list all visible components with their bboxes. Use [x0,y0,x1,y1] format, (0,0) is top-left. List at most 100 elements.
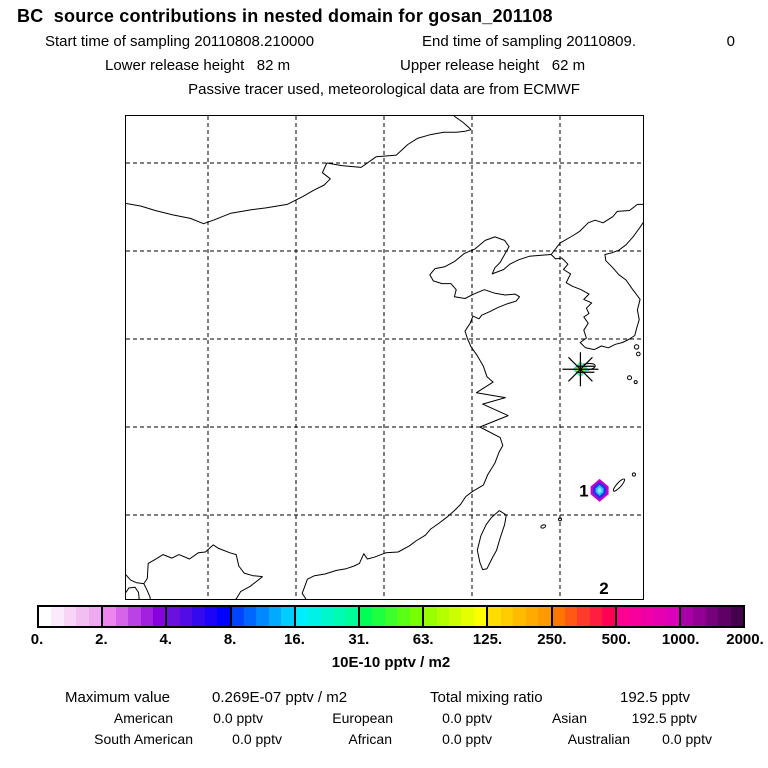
coastline [476,510,507,571]
island-outline [636,351,641,357]
colorbar-step [577,607,590,626]
colorbar-cell-9 [616,607,681,626]
colorbar-step [244,607,257,626]
stat-row2-item: 0.0 pptv [213,710,263,726]
colorbar-step [345,607,358,626]
coastline [453,116,472,130]
colorbar-step [513,607,526,626]
coastline [126,544,263,585]
colorbar-cell-7 [488,607,553,626]
coastline [550,203,643,255]
colorbar-step [538,607,551,626]
colorbar-step [372,607,385,626]
colorbar-step [333,607,346,626]
colorbar-step [152,607,166,626]
colorbar-step [76,607,89,626]
receptor-star-ray [567,356,593,382]
coastline [126,129,472,225]
colorbar-tick-label: 125. [472,631,503,648]
colorbar-tick-label: 63. [412,631,434,648]
colorbar-step [128,607,141,626]
stat-row3-item: Australian [567,731,630,747]
stat-row1-item: 0.269E-07 pptv / m2 [212,689,348,706]
colorbar-cell-2 [167,607,232,626]
colorbar-step [384,607,398,626]
colorbar-tick-label: 2000. [726,631,764,648]
page-title: BC source contributions in nested domain… [17,6,553,26]
colorbar-step [473,607,487,626]
colorbar-step [308,607,321,626]
colorbar-cell-1 [103,607,168,626]
island-outline [627,375,633,381]
stat-row1-item: Maximum value [65,689,171,706]
colorbar-step [436,607,449,626]
colorbar-step [552,607,565,626]
colorbar [37,605,745,628]
colorbar-step [424,607,437,626]
colorbar-step [268,607,282,626]
colorbar-step [693,607,706,626]
colorbar-step [654,607,667,626]
colorbar-tick-label: 250. [537,631,567,648]
colorbar-step [397,607,410,626]
coastline [143,583,151,599]
colorbar-tick-label: 16. [284,631,305,648]
coastline [550,221,643,351]
colorbar-cell-8 [552,607,617,626]
island-outline [633,344,640,350]
colorbar-step [449,607,462,626]
marker-2-label: 2 [599,579,608,598]
colorbar-step [39,607,52,626]
colorbar-cell-10 [680,607,744,626]
coastline [126,586,140,599]
colorbar-tick-label: 31. [348,631,370,648]
colorbar-step [51,607,64,626]
stat-row3-item: South American [94,731,193,747]
stat-row2-item: Asian [551,710,587,726]
colorbar-step [589,607,603,626]
colorbar-step [217,607,230,626]
colorbar-step [88,607,102,626]
island-outline [612,478,626,492]
colorbar-tick-label: 2. [95,631,108,648]
colorbar-step [359,607,373,626]
subtitle-tracer-info: Passive tracer used, meteorological data… [188,81,580,98]
contribution-marker-1 [597,487,602,494]
stat-row1-item: 192.5 pptv [620,689,691,706]
colorbar-step [103,607,116,626]
colorbar-step [564,607,578,626]
stat-row3-item: 0.0 pptv [662,731,712,747]
colorbar-tick-label: 8. [223,631,237,648]
colorbar-step [500,607,514,626]
stat-row3-item: 0.0 pptv [442,731,492,747]
colorbar-cell-6 [424,607,489,626]
colorbar-step [602,607,615,626]
colorbar-step [320,607,334,626]
colorbar-step [680,607,694,626]
marker-1-label: 1 [579,481,588,500]
colorbar-tick-label: 1000. [661,631,700,648]
colorbar-step [488,607,501,626]
colorbar-tick-label: 4. [159,631,172,648]
colorbar-step [179,607,193,626]
colorbar-step [115,607,129,626]
coastline [301,236,552,599]
colorbar-cell-4 [295,607,360,626]
colorbar-tick-label: 0. [30,631,44,648]
colorbar-step [295,607,309,626]
colorbar-step [256,607,269,626]
colorbar-step [616,607,630,626]
stat-row1-item: Total mixing ratio [430,689,543,706]
island-outline [540,524,547,529]
stat-row2-item: 0.0 pptv [442,710,492,726]
colorbar-step [666,607,679,626]
colorbar-step [167,607,180,626]
colorbar-step [409,607,423,626]
colorbar-step [461,607,474,626]
stat-row2-item: American [113,710,173,726]
colorbar-tick-label: 500. [601,631,631,648]
colorbar-step [63,607,77,626]
stat-row3-item: 0.0 pptv [232,731,282,747]
subtitle-start-time: Start time of sampling 20110808.210000 [45,33,315,50]
